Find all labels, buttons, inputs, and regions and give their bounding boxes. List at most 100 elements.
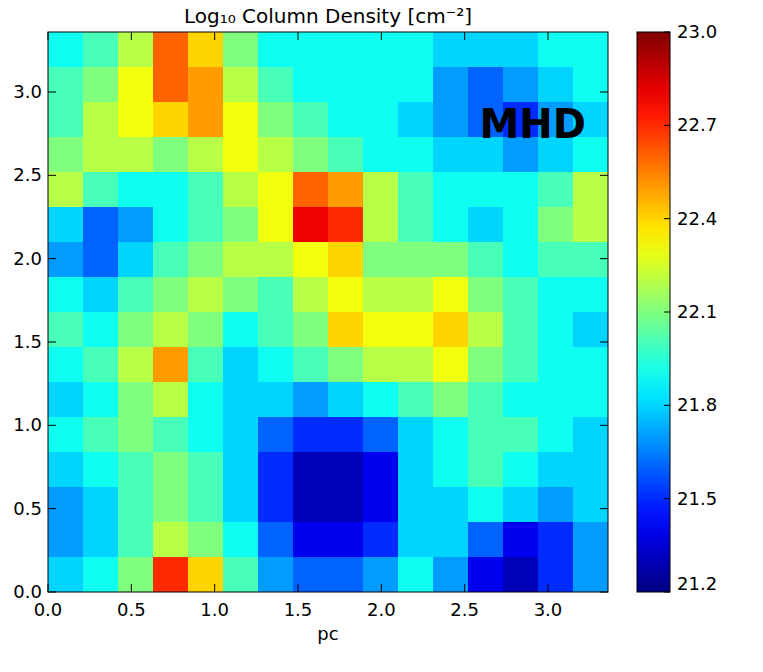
cell [48,67,84,103]
cell [293,347,329,383]
cell [223,277,259,313]
cell [83,277,119,313]
cell [468,207,504,243]
x-tick-label: 2.5 [450,599,479,620]
colorbar-tick [664,125,670,126]
cell [223,312,259,348]
cell [433,312,469,348]
cell [328,382,364,418]
x-tick-label: 3.0 [534,599,563,620]
cell [363,312,399,348]
chart: 0.00.51.01.52.02.53.00.00.51.01.52.02.53… [0,0,763,672]
colorbar-tick-label: 21.5 [677,488,717,509]
cell [573,242,608,278]
cell [223,487,259,523]
x-tick [464,584,465,592]
cell [328,452,364,488]
x-tick [48,32,49,40]
cell [538,452,574,488]
cell [468,417,504,453]
cell [503,347,539,383]
cell [293,487,329,523]
cell [468,347,504,383]
cell [363,242,399,278]
cell [153,242,189,278]
cell [328,67,364,103]
cell [363,172,399,208]
cell [398,207,434,243]
cell [538,487,574,523]
plot-frame [48,32,608,592]
cell [83,207,119,243]
cell [433,207,469,243]
cell [258,522,294,558]
cell [363,102,399,138]
cell [503,487,539,523]
y-tick-label: 0.5 [13,498,42,519]
cell [48,137,84,173]
cell [468,277,504,313]
cell [573,172,608,208]
cell [468,32,504,68]
cell [118,67,154,103]
cell [293,557,329,592]
cell [503,277,539,313]
cell [118,522,154,558]
cell [223,172,259,208]
cell [48,522,84,558]
cell [48,102,84,138]
cell [503,557,539,592]
cell [153,137,189,173]
colorbar-tick-label: 22.1 [677,301,717,322]
title: Log₁₀ Column Density [cm⁻²] [184,4,472,28]
cell [363,487,399,523]
cell [293,312,329,348]
cell [433,522,469,558]
cell [83,417,119,453]
cell [328,277,364,313]
cell [468,67,504,103]
x-tick-label: 1.0 [200,599,229,620]
cell [293,172,329,208]
cell [83,347,119,383]
cell [188,522,224,558]
cell [188,67,224,103]
cell [188,172,224,208]
cell [328,417,364,453]
y-tick [600,508,608,509]
x-tick-label: 1.5 [284,599,313,620]
cell [83,32,119,68]
cell [188,557,224,592]
cell [293,452,329,488]
cell [258,137,294,173]
colorbar-tick-label: 21.8 [677,394,717,415]
cell [328,172,364,208]
cell [293,32,329,68]
cell [538,312,574,348]
cell [503,382,539,418]
cell [118,487,154,523]
cell [468,312,504,348]
cell [468,487,504,523]
cell [398,522,434,558]
cell [398,417,434,453]
cell [573,67,608,103]
cell [188,137,224,173]
cell [188,487,224,523]
y-tick [48,258,56,259]
cell [153,487,189,523]
cell [48,172,84,208]
cell [48,557,84,592]
cell [433,417,469,453]
cell [503,522,539,558]
cell [328,487,364,523]
cell [223,417,259,453]
cell [258,102,294,138]
cell [328,522,364,558]
cell [328,207,364,243]
cell [433,277,469,313]
cell [573,557,608,592]
cell [188,417,224,453]
cell [223,347,259,383]
cell [118,347,154,383]
